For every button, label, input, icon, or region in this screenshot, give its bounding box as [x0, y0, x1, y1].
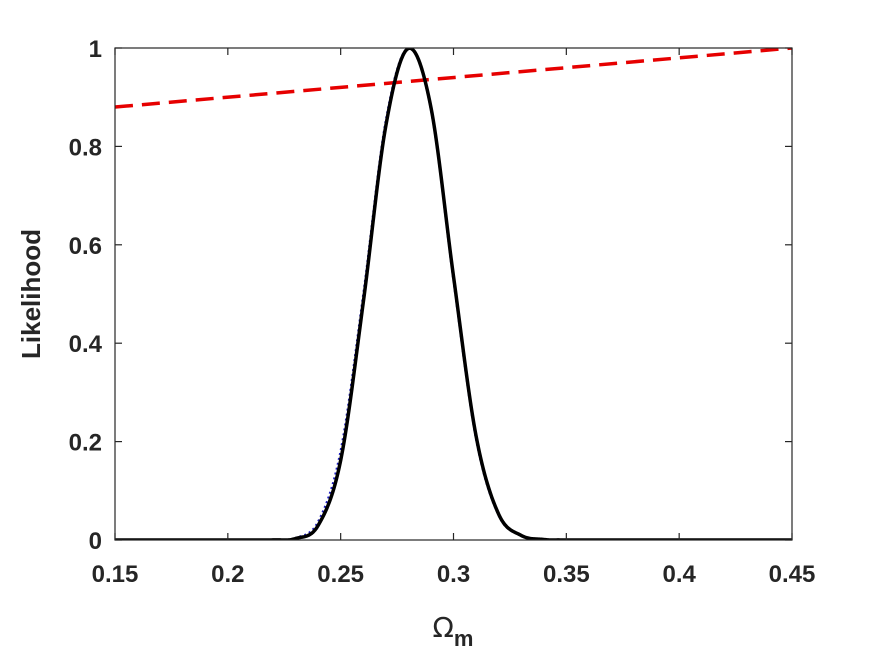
- x-axis-label-subscript: m: [454, 626, 474, 651]
- x-tick-label: 0.2: [211, 561, 244, 588]
- y-tick-label: 0.2: [69, 430, 102, 457]
- y-tick-label: 1: [89, 36, 102, 63]
- x-tick-label: 0.35: [543, 561, 590, 588]
- x-tick-label: 0.4: [662, 561, 696, 588]
- x-tick-label: 0.25: [317, 561, 364, 588]
- y-tick-label: 0.4: [69, 331, 103, 358]
- y-tick-label: 0.6: [69, 233, 102, 260]
- y-tick-label: 0: [89, 528, 102, 555]
- x-axis-label: Ωm: [433, 611, 474, 651]
- plot-background: [115, 48, 792, 540]
- x-axis-label-symbol: Ω: [433, 611, 454, 644]
- x-tick-label: 0.15: [92, 561, 139, 588]
- y-axis-label: Likelihood: [16, 229, 46, 359]
- series-line-dashed: [115, 48, 792, 109]
- x-tick-label: 0.3: [437, 561, 470, 588]
- x-tick-label: 0.45: [769, 561, 816, 588]
- y-tick-label: 0.8: [69, 134, 102, 161]
- plot-frame: [114, 47, 793, 541]
